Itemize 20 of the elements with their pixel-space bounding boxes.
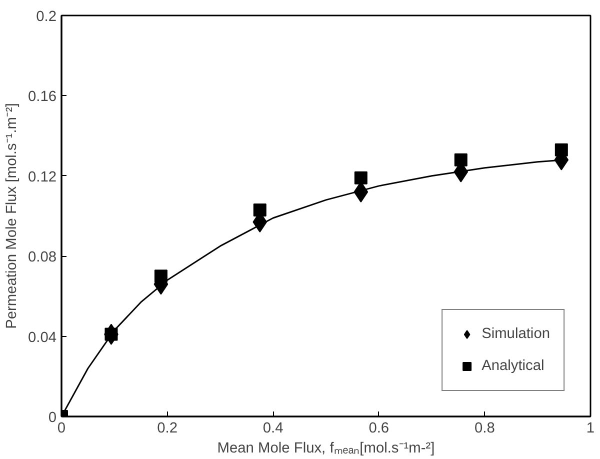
y-tick-label: 0.16 [28,89,57,106]
x-tick-label: 0.4 [262,420,284,436]
x-tick-label: 1 [586,420,595,436]
point [454,153,468,166]
legend-label: Simulation [482,326,550,342]
y-tick-label: 0.2 [36,9,56,25]
y-tick-label: 0.12 [28,169,57,186]
point [154,270,168,283]
legend-label: Analytical [482,358,544,374]
point [253,203,266,216]
x-tick-label: 0.8 [474,420,495,436]
x-tick-label: 0.2 [157,420,178,436]
point [354,171,368,184]
y-axis-title: Permeation Mole Flux [mol.s⁻¹.m⁻²] [4,103,20,329]
x-tick-label: 0.6 [368,420,390,436]
y-tick-label: 0 [48,410,57,426]
point [554,143,568,156]
y-tick-label: 0.08 [28,250,57,266]
y-tick-label: 0.04 [28,330,57,346]
x-axis-title: Mean Mole Flux, fₘₑₐₙ[mol.s⁻¹m-²] [217,440,435,456]
